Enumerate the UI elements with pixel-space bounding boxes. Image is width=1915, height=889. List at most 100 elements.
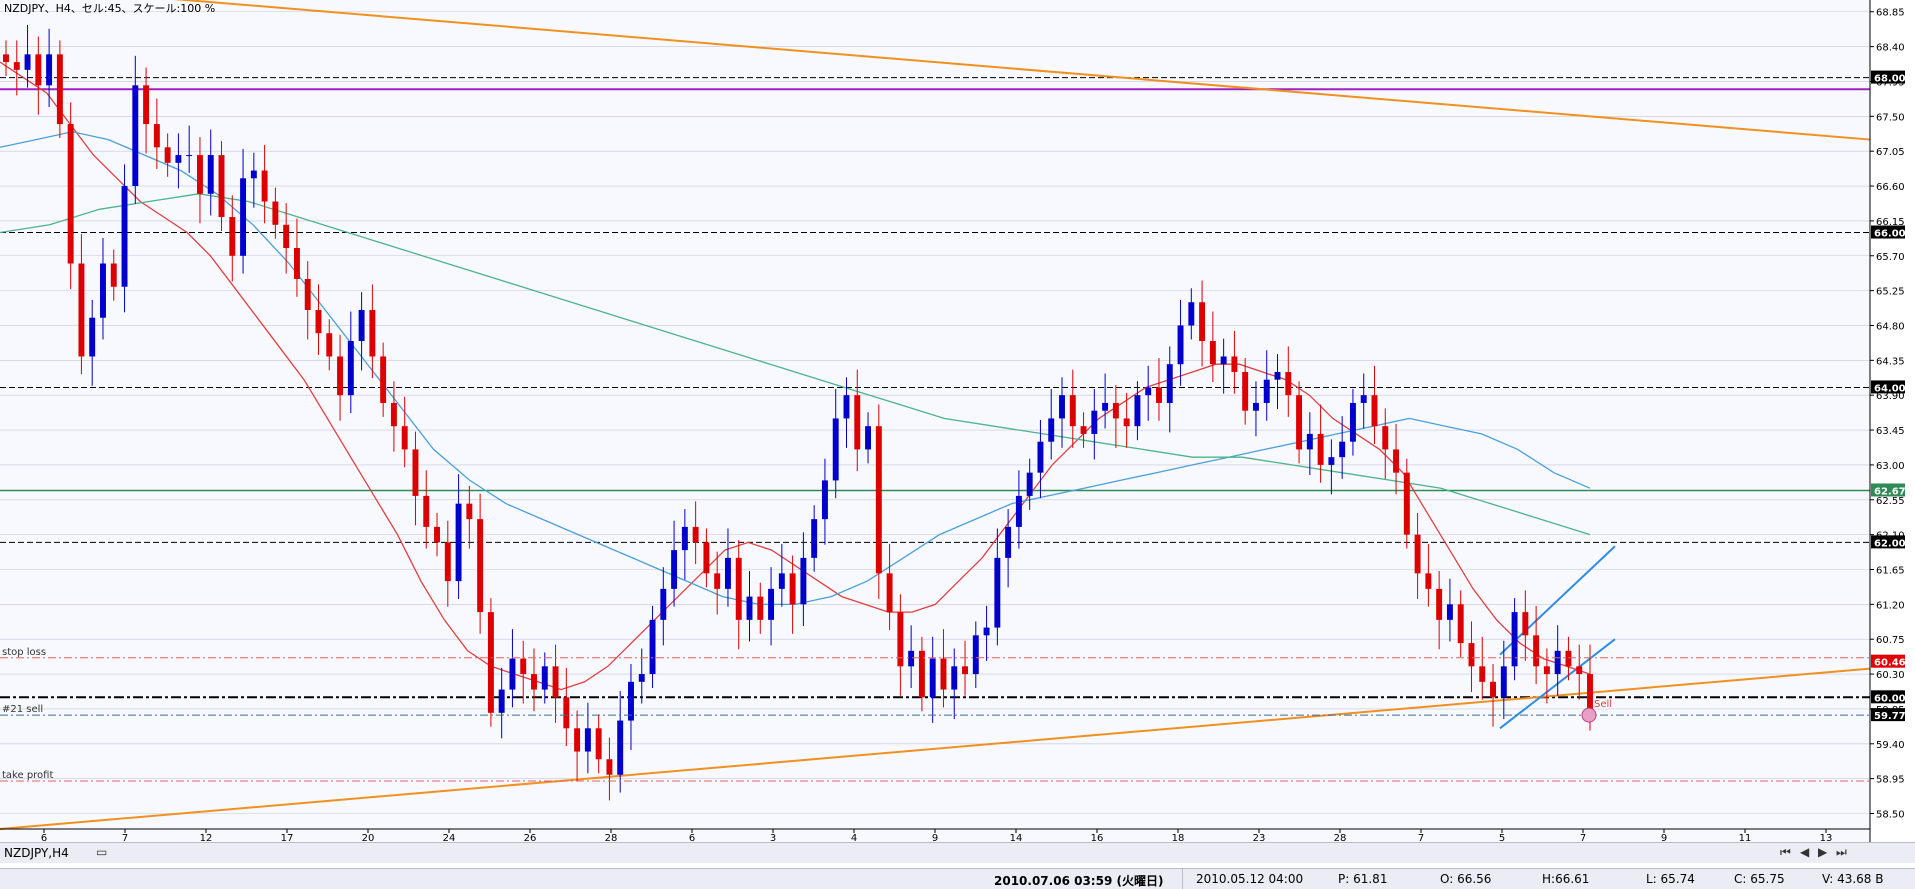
- candle-body: [1317, 433, 1324, 465]
- candle-body: [681, 526, 688, 551]
- candle-body: [617, 720, 624, 775]
- candle-body: [1360, 395, 1367, 403]
- candle-body: [466, 503, 473, 520]
- order-label: stop loss: [2, 647, 46, 658]
- candle-body: [1134, 395, 1141, 427]
- candle-body: [940, 658, 947, 690]
- candle-body: [552, 666, 559, 698]
- candle-body: [434, 526, 440, 543]
- ma-mid-line: [0, 131, 1591, 606]
- status-divider: [1182, 869, 1183, 889]
- scroll-last-icon[interactable]: ⏭: [1836, 845, 1847, 859]
- trend-line: [0, 667, 1871, 830]
- candle-body: [1156, 387, 1162, 403]
- x-tick-label: 24: [443, 833, 456, 842]
- candle-body: [1296, 395, 1303, 450]
- candle-body: [1382, 426, 1389, 450]
- x-tick-label: 13: [1820, 833, 1833, 842]
- price-chart[interactable]: stop loss #21 sell take profit Sell 68.85 68…: [0, 0, 1915, 842]
- candle-body: [1048, 418, 1055, 442]
- status-c: C: 65.75: [1734, 872, 1785, 886]
- candle-body: [660, 588, 667, 620]
- scroll-left-icon[interactable]: ◀: [1800, 845, 1810, 859]
- symbol-tab[interactable]: NZDJPY,H4: [4, 846, 69, 860]
- scroll-first-icon[interactable]: ⏮: [1780, 845, 1791, 859]
- candle-body: [78, 263, 85, 357]
- candle-body: [541, 666, 548, 690]
- candle-body: [229, 217, 236, 256]
- candle-body: [1177, 325, 1184, 365]
- trend-line: [173, 0, 1871, 141]
- scroll-right-icon[interactable]: ▶: [1818, 845, 1828, 859]
- candle-body: [1209, 340, 1216, 365]
- x-tick-label: 7: [1418, 833, 1424, 842]
- window-tab-icon[interactable]: ▭: [96, 845, 108, 859]
- y-tick-label: 68.85: [1876, 8, 1905, 19]
- candle-body: [1468, 643, 1475, 667]
- status-v: V: 43.68 B: [1822, 872, 1884, 886]
- candles: [3, 24, 1593, 801]
- candle-body: [735, 557, 742, 620]
- x-tick-label: 12: [200, 833, 213, 842]
- x-tick-label: 9: [932, 833, 938, 842]
- price-tag-bg: [1871, 690, 1905, 704]
- candle-body: [1015, 495, 1022, 527]
- candle-body: [1522, 612, 1529, 636]
- candle-body: [67, 124, 74, 264]
- candle-body: [1490, 681, 1496, 698]
- x-tick-label: 11: [1739, 833, 1752, 842]
- candle-body: [1457, 604, 1464, 644]
- candle-body: [315, 309, 322, 334]
- candle-body: [1231, 356, 1238, 372]
- candle-body: [1080, 426, 1087, 434]
- candle-body: [337, 356, 344, 396]
- candle-body: [1328, 457, 1335, 465]
- candle-body: [1091, 410, 1098, 434]
- price-tag-label: 62.67: [1874, 486, 1906, 497]
- x-tick-label: 6: [689, 833, 695, 842]
- candle-body: [477, 519, 484, 613]
- candle-body: [606, 759, 613, 775]
- candle-body: [1274, 371, 1281, 380]
- candle-body: [951, 666, 958, 690]
- y-tick-label: 58.50: [1876, 810, 1905, 821]
- candle-body: [962, 666, 968, 675]
- candle-body: [574, 728, 581, 752]
- status-p: P: 61.81: [1338, 872, 1388, 886]
- candle-body: [326, 333, 333, 357]
- candle-body: [1037, 441, 1044, 473]
- x-tick-label: 14: [1010, 833, 1023, 842]
- candle-body: [714, 573, 721, 589]
- candle-body: [24, 54, 31, 70]
- order-label: #21 sell: [2, 704, 43, 715]
- x-tick-label: 16: [1091, 833, 1104, 842]
- candle-body: [240, 178, 247, 256]
- candle-body: [347, 340, 354, 396]
- candle-body: [908, 650, 915, 667]
- candle-body: [1242, 371, 1249, 411]
- y-tick-label: 58.95: [1876, 775, 1905, 786]
- candle-body: [1123, 418, 1130, 427]
- x-tick-label: 20: [362, 833, 375, 842]
- candle-body: [1263, 379, 1270, 403]
- candle-body: [649, 619, 656, 675]
- x-tick-label: 28: [605, 833, 618, 842]
- candle-body: [800, 557, 807, 605]
- candle-body: [1587, 674, 1593, 713]
- price-tag-label: 64.00: [1874, 383, 1906, 394]
- candle-body: [1188, 302, 1195, 326]
- candle-body: [1069, 395, 1076, 427]
- ma-fast-line: [0, 61, 1591, 691]
- price-tag-bg: [1871, 654, 1905, 668]
- y-tick-label: 66.15: [1876, 217, 1905, 228]
- candle-body: [768, 588, 775, 620]
- candle-body: [304, 279, 311, 310]
- candle-body: [638, 674, 645, 682]
- candle-body: [724, 557, 731, 589]
- candle-body: [380, 356, 387, 403]
- candle-body: [886, 573, 893, 613]
- candle-body: [821, 480, 828, 520]
- candle-body: [207, 155, 214, 194]
- price-tag-label: 60.00: [1874, 693, 1906, 704]
- candle-body: [584, 728, 591, 752]
